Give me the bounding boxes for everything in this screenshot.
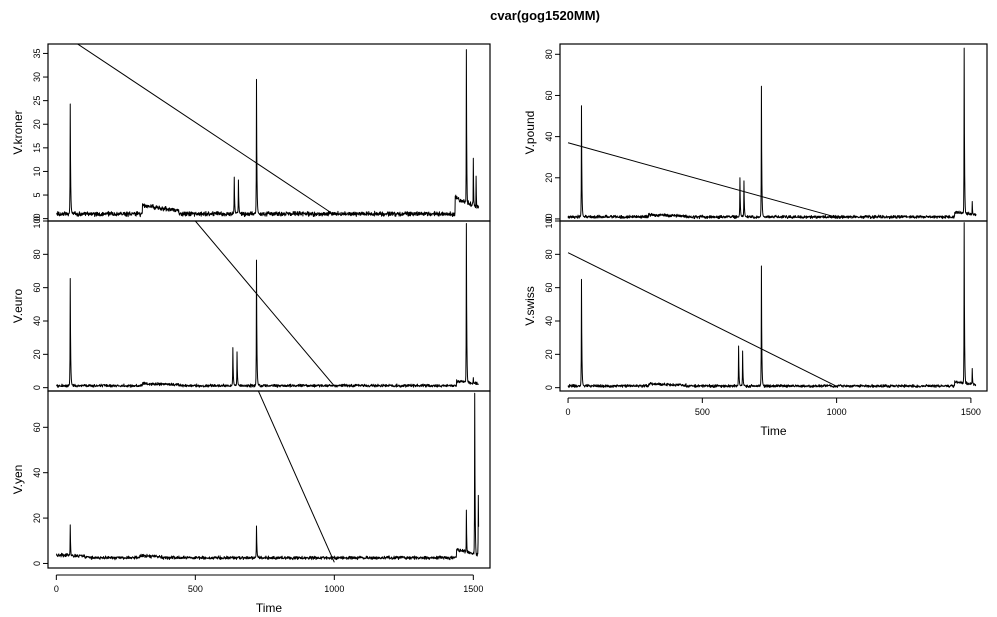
x-tick-label: 0 bbox=[566, 407, 571, 417]
y-tick-label: 100 bbox=[32, 213, 42, 228]
y-tick-label: 25 bbox=[32, 96, 42, 106]
y-tick-label: 60 bbox=[544, 283, 554, 293]
y-tick-label: 0 bbox=[32, 561, 42, 566]
x-tick-label: 0 bbox=[54, 584, 59, 594]
series-line bbox=[55, 392, 480, 561]
panel-v-pound: 0 20 40 60 80 V.pound bbox=[523, 43, 988, 222]
y-tick-label: 35 bbox=[32, 48, 42, 58]
y-tick-label: 60 bbox=[544, 90, 554, 100]
y-tick-label: 0 bbox=[544, 216, 554, 221]
y-axis-label: V.swiss bbox=[523, 286, 537, 326]
y-tick-label: 60 bbox=[32, 283, 42, 293]
y-tick-label: 0 bbox=[32, 385, 42, 390]
x-tick-label: 500 bbox=[188, 584, 203, 594]
panel-v-yen: 0 20 40 60 V.yen 0 500 1000 1500 Time bbox=[11, 390, 491, 615]
y-tick-label: 0 bbox=[32, 216, 42, 221]
panel-v-kroner: 0 5 10 15 20 25 30 35 V.kroner bbox=[11, 43, 491, 222]
y-tick-label: 40 bbox=[32, 316, 42, 326]
y-tick-label: 15 bbox=[32, 143, 42, 153]
panel-v-swiss: 0 20 40 60 80 100 V.swiss 0 500 1000 1500 Time bbox=[523, 213, 988, 438]
y-tick-label: 20 bbox=[32, 349, 42, 359]
y-tick-label: 40 bbox=[544, 132, 554, 142]
x-tick-label: 1000 bbox=[827, 407, 847, 417]
y-tick-label: 60 bbox=[32, 422, 42, 432]
series-line bbox=[567, 47, 977, 220]
y-tick-label: 80 bbox=[544, 49, 554, 59]
y-tick-label: 5 bbox=[32, 193, 42, 198]
panel-v-euro: 0 20 40 60 80 100 V.euro bbox=[11, 213, 491, 392]
y-tick-label: 0 bbox=[544, 385, 554, 390]
chart-title: cvar(gog1520MM) bbox=[490, 8, 600, 23]
y-tick-label: 80 bbox=[544, 249, 554, 259]
y-tick-label: 20 bbox=[544, 349, 554, 359]
y-tick-label: 30 bbox=[32, 72, 42, 82]
y-axis-label: V.kroner bbox=[11, 110, 25, 154]
y-tick-label: 80 bbox=[32, 249, 42, 259]
y-tick-label: 10 bbox=[32, 166, 42, 176]
y-tick-label: 20 bbox=[32, 119, 42, 129]
panel-frame bbox=[559, 220, 988, 392]
panel-frame bbox=[47, 43, 491, 222]
x-tick-label: 1500 bbox=[961, 407, 981, 417]
series-line bbox=[567, 222, 977, 388]
x-axis-label: Time bbox=[256, 601, 283, 615]
x-axis-label: Time bbox=[760, 424, 787, 438]
panel-frame bbox=[47, 220, 491, 392]
y-tick-label: 40 bbox=[544, 316, 554, 326]
y-tick-label: 100 bbox=[544, 213, 554, 228]
y-tick-label: 20 bbox=[544, 173, 554, 183]
x-tick-label: 1500 bbox=[463, 584, 483, 594]
panel-frame bbox=[559, 43, 988, 222]
panel-frame bbox=[47, 390, 491, 569]
diagonal-line bbox=[567, 142, 837, 218]
y-axis-label: V.pound bbox=[523, 111, 537, 155]
chart-panels: 0 5 10 15 20 25 30 35 V.kroner 0 20 40 60 80 100 V.euro… bbox=[11, 43, 988, 615]
y-tick-label: 20 bbox=[32, 513, 42, 523]
x-tick-label: 1000 bbox=[324, 584, 344, 594]
series-line bbox=[56, 223, 479, 388]
y-axis-label: V.yen bbox=[11, 465, 25, 495]
diagonal-line bbox=[76, 44, 335, 216]
diagonal-line bbox=[194, 221, 335, 387]
y-tick-label: 40 bbox=[32, 468, 42, 478]
diagonal-line bbox=[567, 252, 837, 387]
x-tick-label: 500 bbox=[695, 407, 710, 417]
series-line bbox=[56, 49, 480, 218]
diagonal-line bbox=[257, 391, 335, 563]
y-axis-label: V.euro bbox=[11, 289, 25, 324]
